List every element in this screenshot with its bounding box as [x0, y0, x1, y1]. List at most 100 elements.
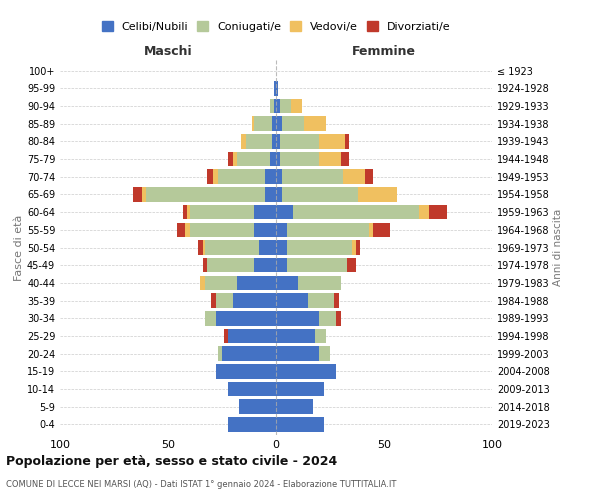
- Legend: Celibi/Nubili, Coniugati/e, Vedovi/e, Divorziati/e: Celibi/Nubili, Coniugati/e, Vedovi/e, Di…: [97, 17, 455, 36]
- Bar: [218, 170, 265, 184]
- Bar: [254, 116, 272, 131]
- Bar: [133, 187, 142, 202]
- Bar: [214, 170, 218, 184]
- Bar: [229, 152, 233, 166]
- Bar: [283, 170, 343, 184]
- Bar: [345, 134, 349, 148]
- Bar: [254, 258, 276, 272]
- Bar: [276, 152, 280, 166]
- Bar: [237, 152, 269, 166]
- Bar: [315, 328, 326, 343]
- Bar: [215, 364, 276, 378]
- Bar: [430, 205, 446, 220]
- Bar: [203, 240, 205, 255]
- Bar: [365, 170, 373, 184]
- Bar: [190, 205, 254, 220]
- Bar: [334, 294, 338, 308]
- Bar: [233, 152, 237, 166]
- Bar: [287, 258, 347, 272]
- Bar: [283, 187, 358, 202]
- Bar: [276, 205, 293, 220]
- Bar: [373, 222, 391, 237]
- Bar: [276, 311, 319, 326]
- Bar: [341, 152, 349, 166]
- Bar: [269, 152, 276, 166]
- Bar: [185, 222, 190, 237]
- Bar: [276, 364, 337, 378]
- Bar: [276, 400, 313, 414]
- Text: Maschi: Maschi: [143, 45, 193, 58]
- Bar: [205, 311, 215, 326]
- Text: Femmine: Femmine: [352, 45, 416, 58]
- Bar: [319, 134, 345, 148]
- Bar: [276, 294, 308, 308]
- Bar: [352, 240, 356, 255]
- Bar: [205, 240, 259, 255]
- Bar: [269, 98, 274, 113]
- Bar: [241, 134, 246, 148]
- Bar: [276, 116, 283, 131]
- Bar: [276, 81, 278, 96]
- Bar: [293, 205, 419, 220]
- Bar: [369, 222, 373, 237]
- Bar: [142, 187, 146, 202]
- Bar: [207, 258, 254, 272]
- Bar: [233, 294, 276, 308]
- Bar: [176, 222, 185, 237]
- Bar: [272, 116, 276, 131]
- Bar: [276, 222, 287, 237]
- Bar: [190, 222, 254, 237]
- Bar: [237, 276, 276, 290]
- Bar: [272, 134, 276, 148]
- Bar: [280, 134, 319, 148]
- Bar: [356, 240, 360, 255]
- Bar: [252, 116, 254, 131]
- Bar: [207, 170, 214, 184]
- Bar: [358, 187, 397, 202]
- Bar: [215, 311, 276, 326]
- Bar: [276, 170, 283, 184]
- Bar: [276, 382, 323, 396]
- Bar: [308, 294, 334, 308]
- Bar: [198, 240, 203, 255]
- Bar: [239, 400, 276, 414]
- Bar: [215, 294, 233, 308]
- Y-axis label: Fasce di età: Fasce di età: [14, 214, 24, 280]
- Bar: [319, 152, 341, 166]
- Y-axis label: Anni di nascita: Anni di nascita: [553, 209, 563, 286]
- Bar: [291, 98, 302, 113]
- Bar: [254, 205, 276, 220]
- Bar: [222, 346, 276, 361]
- Bar: [298, 276, 341, 290]
- Bar: [276, 240, 287, 255]
- Bar: [276, 98, 280, 113]
- Bar: [287, 222, 369, 237]
- Bar: [259, 240, 276, 255]
- Bar: [229, 382, 276, 396]
- Bar: [319, 346, 330, 361]
- Bar: [211, 294, 215, 308]
- Bar: [246, 134, 272, 148]
- Bar: [274, 81, 276, 96]
- Bar: [146, 187, 265, 202]
- Bar: [229, 328, 276, 343]
- Bar: [304, 116, 326, 131]
- Bar: [187, 205, 190, 220]
- Text: Popolazione per età, sesso e stato civile - 2024: Popolazione per età, sesso e stato civil…: [6, 455, 337, 468]
- Bar: [319, 311, 337, 326]
- Bar: [218, 346, 222, 361]
- Bar: [280, 152, 319, 166]
- Bar: [276, 134, 280, 148]
- Bar: [200, 276, 205, 290]
- Bar: [203, 258, 207, 272]
- Bar: [419, 205, 430, 220]
- Bar: [343, 170, 365, 184]
- Bar: [205, 276, 237, 290]
- Bar: [229, 417, 276, 432]
- Bar: [254, 222, 276, 237]
- Bar: [276, 187, 283, 202]
- Bar: [347, 258, 356, 272]
- Bar: [183, 205, 187, 220]
- Bar: [274, 98, 276, 113]
- Bar: [276, 328, 315, 343]
